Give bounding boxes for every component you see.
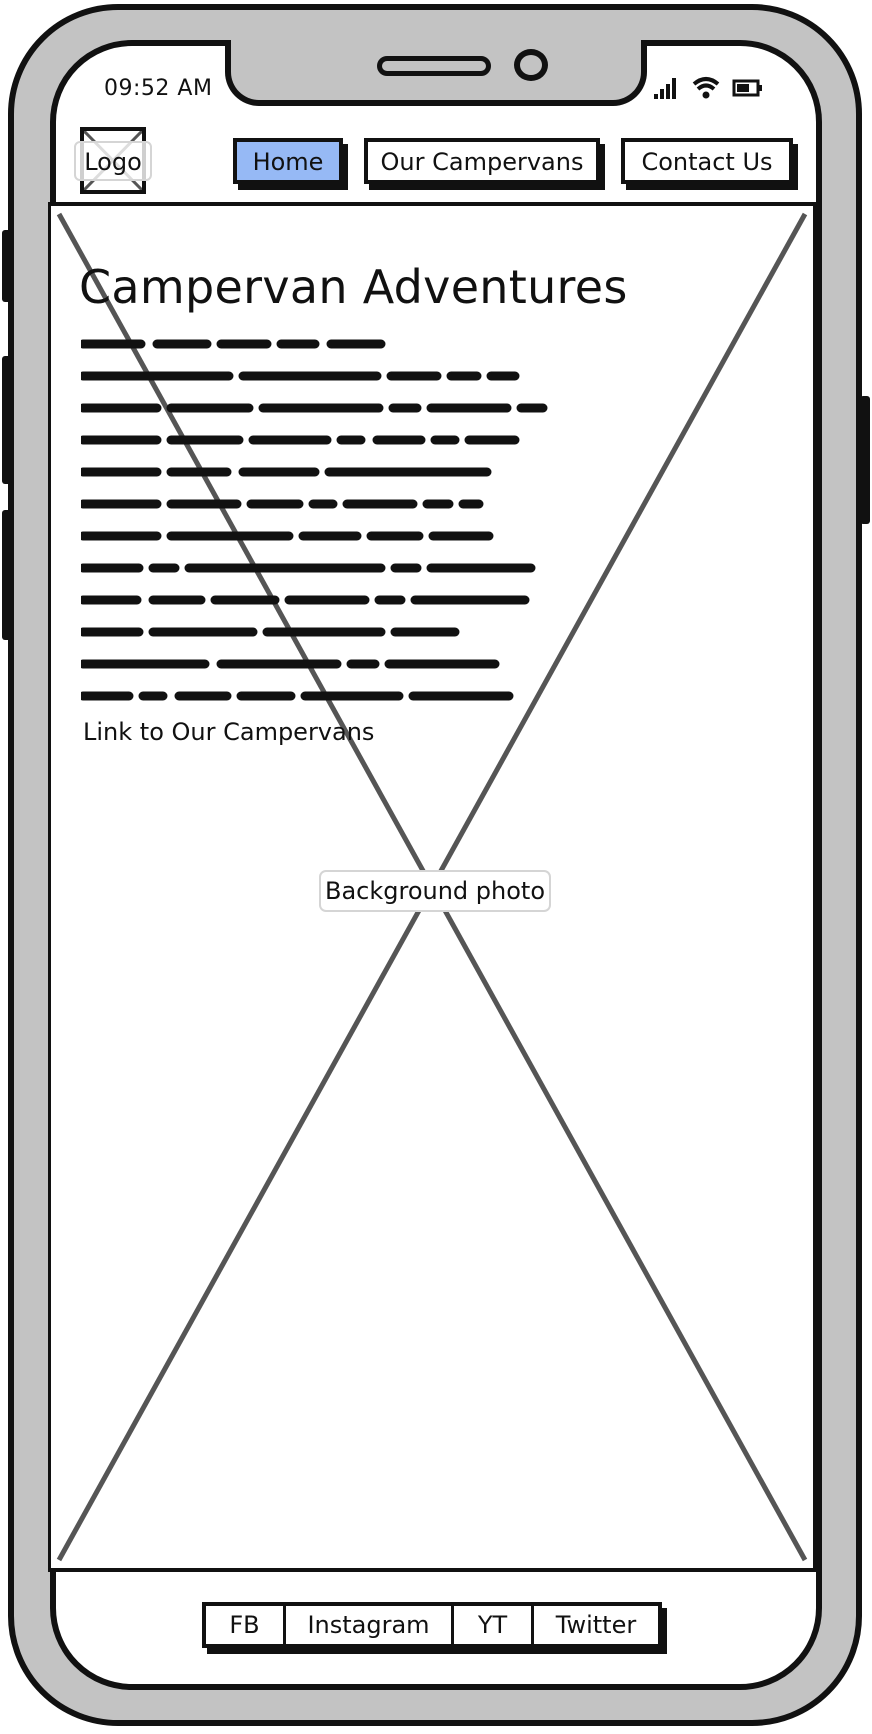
signal-icon	[654, 78, 676, 99]
wifi-icon	[692, 77, 720, 99]
logo[interactable]: Logo	[74, 141, 152, 181]
social-link-instagram[interactable]: Instagram	[286, 1606, 454, 1644]
social-links-bar: FB Instagram YT Twitter	[202, 1602, 662, 1648]
side-button-right	[860, 396, 870, 524]
front-camera	[514, 49, 548, 81]
nav-home-button[interactable]: Home	[233, 138, 343, 184]
hero-section: Campervan Adventures Link to Our Camperv…	[48, 202, 816, 1572]
placeholder-paragraph	[81, 339, 548, 701]
nav-our-campervans-button[interactable]: Our Campervans	[364, 138, 600, 184]
battery-icon	[732, 79, 762, 97]
social-link-yt[interactable]: YT	[454, 1606, 534, 1644]
side-button-left-1	[2, 230, 12, 302]
status-icons	[654, 77, 762, 99]
status-time: 09:52 AM	[104, 76, 213, 101]
side-button-left-3	[2, 510, 12, 640]
social-link-twitter[interactable]: Twitter	[555, 1611, 637, 1639]
nav-contact-us-button[interactable]: Contact Us	[621, 138, 793, 184]
background-photo-label: Background photo	[319, 870, 551, 912]
social-link-fb[interactable]: FB	[206, 1606, 286, 1644]
page-title: Campervan Adventures	[79, 260, 628, 314]
side-button-left-2	[2, 356, 12, 484]
speaker-grille	[377, 56, 491, 76]
our-campervans-link[interactable]: Link to Our Campervans	[83, 718, 375, 746]
